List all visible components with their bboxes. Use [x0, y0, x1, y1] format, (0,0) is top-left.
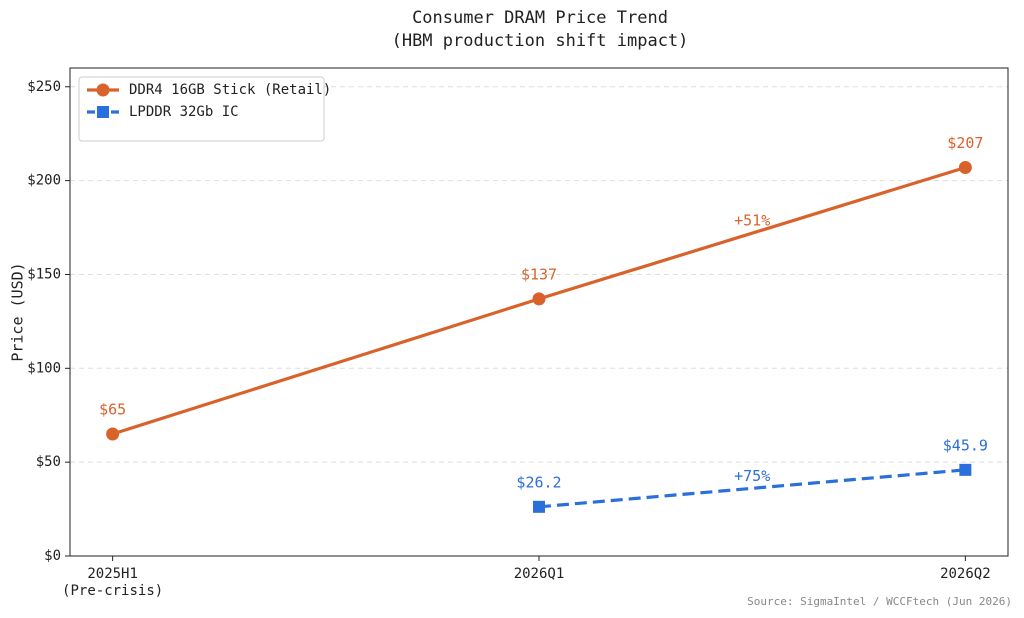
legend-marker — [97, 106, 109, 118]
value-label: $137 — [521, 265, 557, 283]
point — [533, 500, 545, 513]
change-annotation: +75% — [734, 467, 770, 485]
chart-title: Consumer DRAM Price Trend — [412, 8, 668, 28]
y-tick-label: $200 — [27, 173, 61, 189]
value-label: $45.9 — [943, 436, 988, 454]
y-tick-label: $0 — [44, 548, 61, 564]
legend-label: DDR4 16GB Stick (Retail) — [129, 82, 331, 98]
value-label: $65 — [99, 401, 126, 419]
point — [106, 427, 120, 441]
legend-marker — [96, 83, 110, 97]
y-tick-label: $50 — [36, 454, 61, 470]
legend-label: LPDDR 32Gb IC — [129, 104, 239, 120]
chart-subtitle: (HBM production shift impact) — [392, 31, 689, 51]
point — [958, 160, 972, 174]
x-tick-label: 2026Q1 — [514, 566, 565, 582]
y-tick-label: $250 — [27, 79, 61, 95]
y-tick-label: $100 — [27, 360, 61, 376]
legend-box — [78, 76, 325, 142]
value-label: $26.2 — [516, 473, 561, 491]
x-tick-label: 2026Q2 — [940, 566, 991, 582]
value-label: $207 — [947, 134, 983, 152]
y-axis-label: Price (USD) — [9, 262, 27, 361]
x-tick-label: 2025H1 (Pre-crisis) — [62, 566, 163, 599]
source-note: Source: SigmaIntel / WCCFtech (Jun 2026) — [747, 595, 1012, 608]
point — [959, 463, 972, 476]
change-annotation: +51% — [734, 212, 770, 230]
point — [532, 292, 546, 306]
y-tick-label: $150 — [27, 266, 61, 282]
